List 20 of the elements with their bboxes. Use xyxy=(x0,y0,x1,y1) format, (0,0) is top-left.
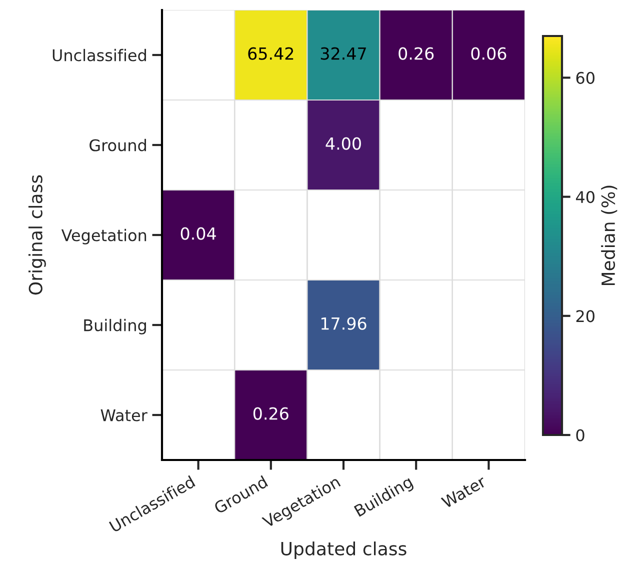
data-label: 17.96 xyxy=(321,317,366,330)
color-bar-label: 40 xyxy=(576,191,594,204)
color-bar-label: 20 xyxy=(576,310,594,322)
data-label: 0.06 xyxy=(471,47,506,60)
x-axis-title: Updated class xyxy=(281,541,406,559)
color-bar-label: 60 xyxy=(576,72,594,84)
data-label: 0.04 xyxy=(180,227,216,240)
data-label: 32.47 xyxy=(320,47,366,60)
data-label: 0.26 xyxy=(398,47,434,60)
y-tick-label: Building xyxy=(84,318,146,334)
data-label: 4.00 xyxy=(326,137,361,150)
y-axis-title: Original class xyxy=(28,175,46,295)
data-label: 65.42 xyxy=(248,47,294,60)
y-tick-label: Vegetation xyxy=(61,228,146,244)
y-tick-label: Water xyxy=(100,409,148,422)
color-bar-label: 0 xyxy=(576,429,584,442)
y-tick-label: Unclassified xyxy=(52,48,146,62)
data-label: 0.26 xyxy=(253,407,288,420)
y-tick-label: Ground xyxy=(90,138,146,152)
color-bar-title: Median (%) xyxy=(601,186,618,286)
